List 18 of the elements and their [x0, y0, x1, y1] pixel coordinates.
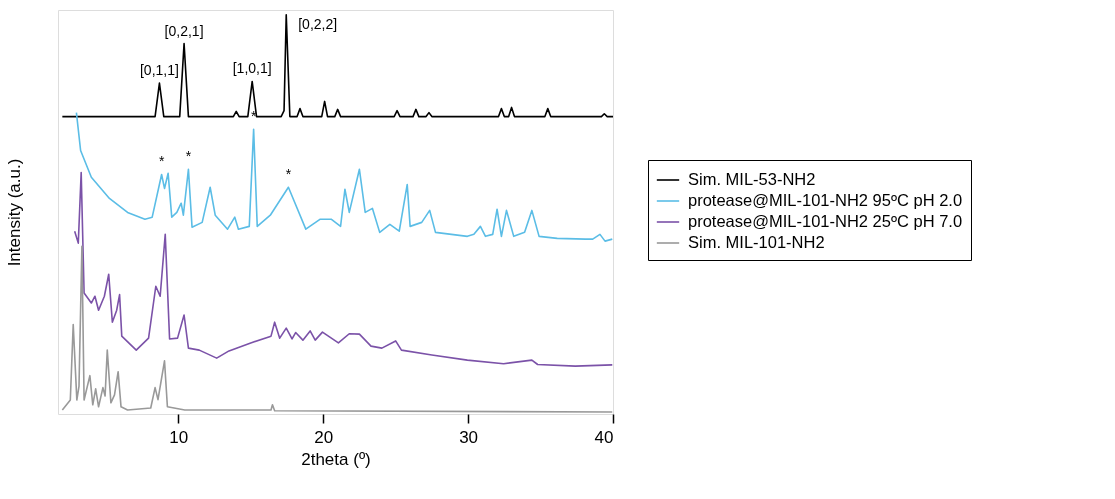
- x-tick-label: 30: [459, 427, 479, 447]
- legend-label: Sim. MIL-53-NH2: [688, 170, 816, 188]
- annotation: [0,2,2]: [298, 15, 338, 32]
- x-tick-label: 20: [314, 427, 334, 447]
- annotation: *: [250, 108, 257, 125]
- annotation: [0,1,1]: [139, 62, 179, 79]
- legend-label: protease@MIL-101-NH2 95ºC pH 2.0: [688, 191, 963, 209]
- legend-label: protease@MIL-101-NH2 25ºC pH 7.0: [688, 212, 963, 230]
- annotation: *: [285, 166, 292, 183]
- x-tick-label: 40: [594, 427, 614, 447]
- annotation: [1,0,1]: [232, 60, 272, 77]
- annotation: *: [158, 153, 165, 170]
- x-axis-title: 2theta (º): [301, 449, 371, 469]
- annotation: [0,2,1]: [164, 22, 204, 39]
- annotation: *: [185, 148, 192, 165]
- legend-label: Sim. MIL-101-NH2: [688, 233, 825, 251]
- y-axis-title: Intensity (a.u.): [4, 158, 24, 267]
- x-tick-label: 10: [169, 427, 189, 447]
